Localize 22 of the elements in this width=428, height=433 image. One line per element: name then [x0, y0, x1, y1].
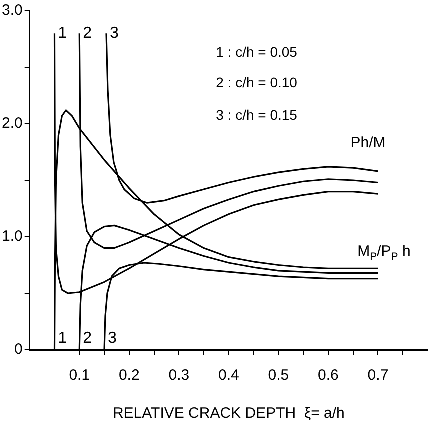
y-tick-label: 3.0 — [2, 2, 23, 20]
annotation: Ph/M — [350, 134, 386, 152]
x-tick-label: 0.1 — [69, 367, 90, 384]
annotation: 1 : c/h = 0.05 — [216, 44, 298, 60]
annotation: 3 — [108, 330, 118, 348]
x-tick-label: 0.4 — [218, 367, 240, 384]
x-tick-label: 0.5 — [268, 367, 290, 384]
annotation: 2 — [83, 25, 92, 42]
x-tick-label: 0.3 — [168, 367, 190, 384]
annotation: 1 — [58, 25, 68, 42]
x-tick-label: 0.7 — [368, 367, 389, 384]
x-tick-label: 0.2 — [118, 367, 140, 384]
x-tick-label: 0.6 — [318, 367, 339, 384]
y-tick-label: 2.0 — [2, 115, 23, 132]
annotation: 2 : c/h = 0.10 — [216, 74, 298, 91]
annotation: 1 — [58, 330, 68, 348]
y-tick-label: 1.0 — [2, 228, 23, 246]
y-tick-label: 0 — [14, 341, 23, 358]
annotation: 3 — [110, 25, 120, 42]
annotation: 2 — [83, 330, 92, 348]
x-axis-title: RELATIVE CRACK DEPTH ξ= a/h — [112, 405, 345, 422]
annotation: 3 : c/h = 0.15 — [216, 106, 298, 123]
